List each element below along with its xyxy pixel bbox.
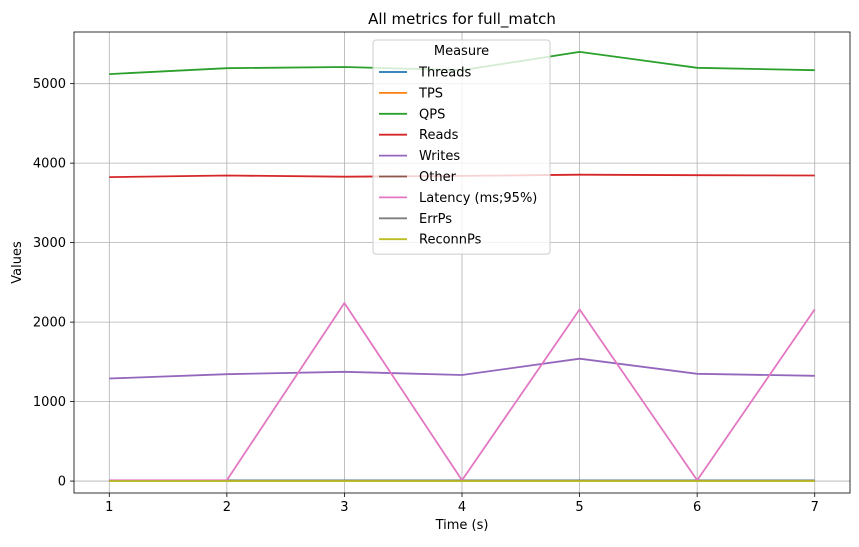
x-tick-label: 6 — [693, 500, 701, 515]
legend-label-threads: Threads — [418, 66, 471, 81]
series-line-writes — [109, 357, 815, 380]
legend-label-writes: Writes — [419, 149, 460, 164]
legend-box — [372, 39, 551, 255]
y-tick-label: 3000 — [33, 236, 66, 251]
y-tick-label: 5000 — [33, 77, 66, 92]
chart-title: All metrics for full_match — [368, 10, 556, 29]
x-tick-label: 7 — [811, 500, 819, 515]
x-tick-label: 5 — [575, 500, 583, 515]
x-tick-label: 3 — [340, 500, 348, 515]
y-axis-ticks: 0 1000 2000 3000 4000 5000 — [33, 77, 74, 490]
y-axis-label: Values — [10, 241, 25, 284]
y-tick-label: 0 — [58, 475, 66, 490]
x-tick-label: 1 — [105, 500, 113, 515]
x-tick-label: 2 — [223, 500, 231, 515]
legend-label-other: Other — [419, 170, 457, 185]
legend-items: Threads TPS QPS Reads Writes Other Latency (ms… — [379, 66, 537, 248]
legend-label-tps: TPS — [418, 86, 443, 101]
legend-label-reads: Reads — [419, 128, 459, 143]
legend-label-reconnps: ReconnPs — [419, 233, 482, 248]
y-tick-label: 2000 — [33, 316, 66, 331]
legend-label-latency-ms-95: Latency (ms;95%) — [419, 191, 537, 206]
legend-title: Measure — [434, 44, 489, 59]
y-tick-label: 4000 — [33, 157, 66, 172]
legend-label-qps: QPS — [419, 107, 445, 122]
legend: Measure Threads TPS QPS Reads Writes Other Lat… — [372, 39, 551, 255]
x-axis-label: Time (s) — [435, 518, 489, 533]
x-tick-label: 4 — [458, 500, 466, 515]
x-axis-ticks: 1 2 3 4 5 6 7 — [105, 493, 819, 515]
legend-label-errps: ErrPs — [419, 212, 452, 227]
y-tick-label: 1000 — [33, 395, 66, 410]
